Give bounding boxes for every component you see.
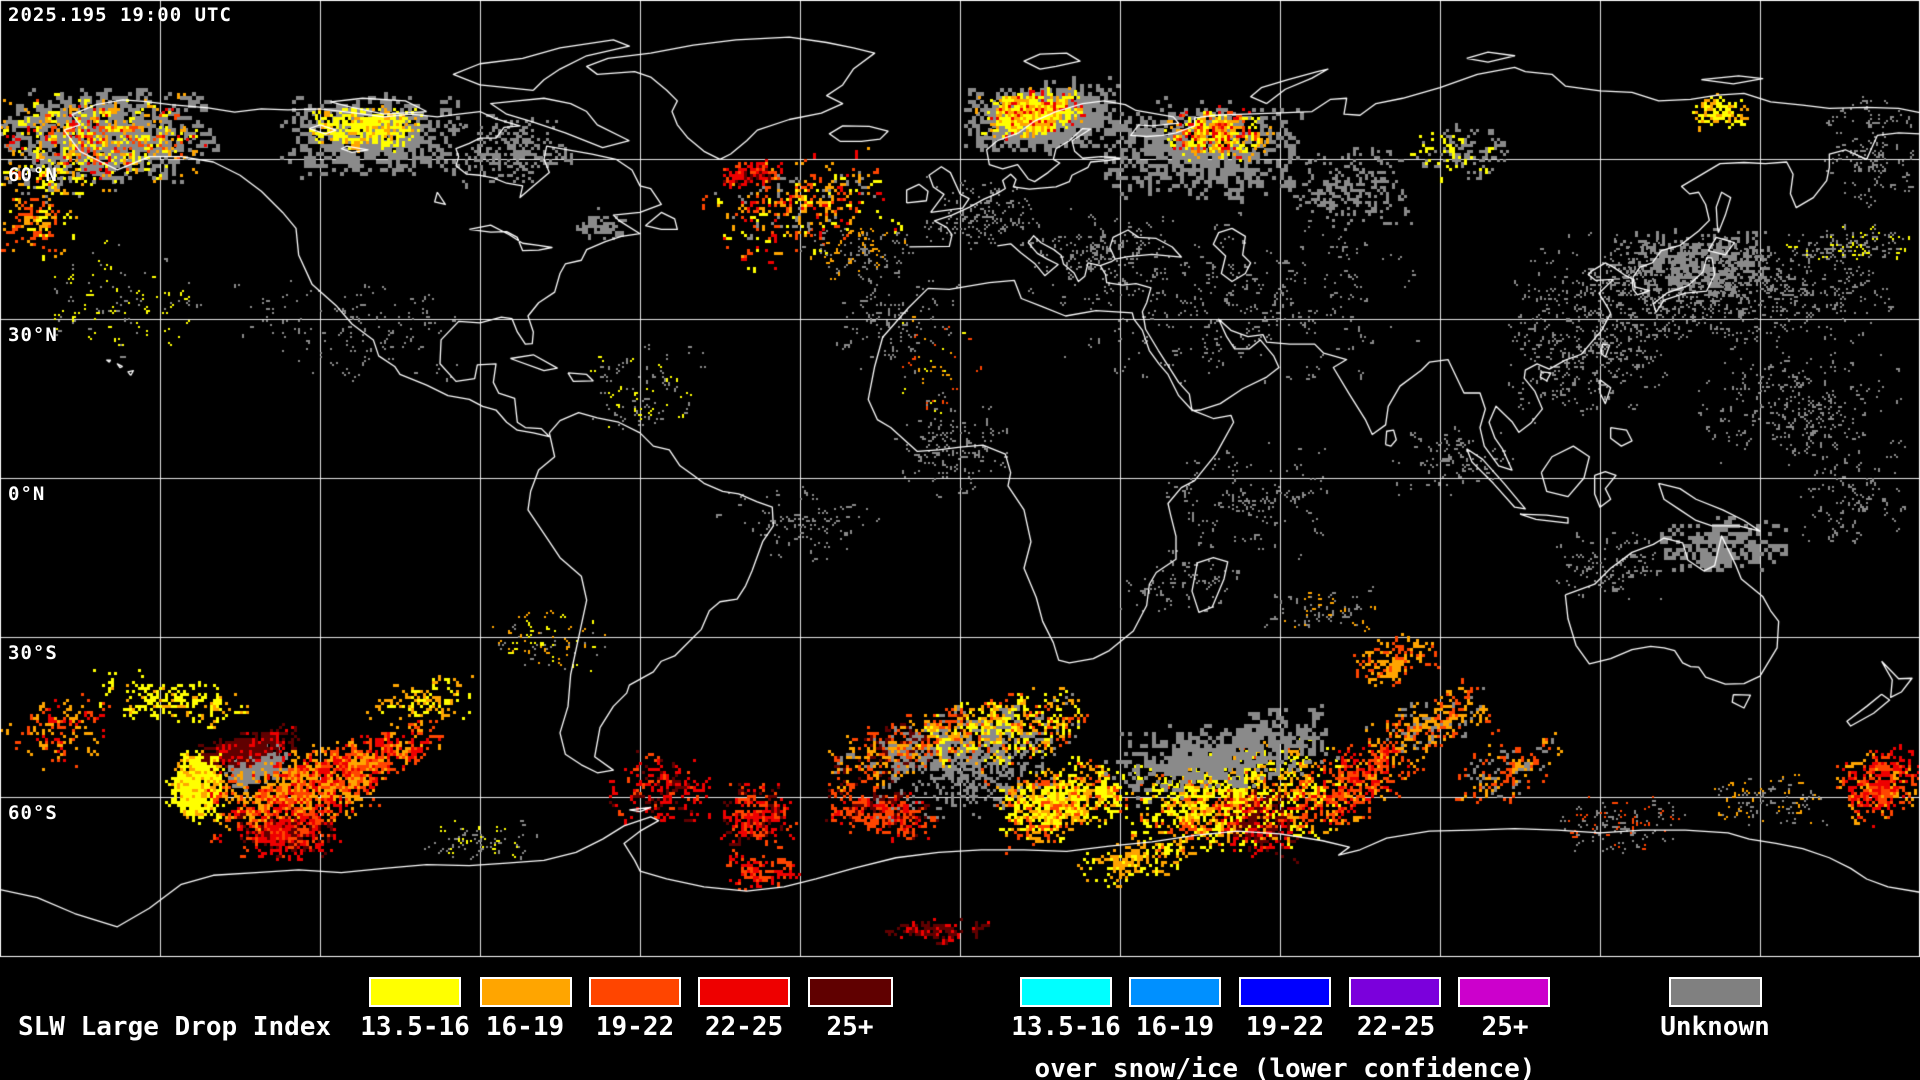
legend-swatch-snow-16-19: [1129, 977, 1221, 1007]
legend-subtitle-snow-ice: over snow/ice (lower confidence): [1034, 1054, 1536, 1080]
lat-label-60n: 60°N: [8, 164, 58, 187]
legend-swatch-snow-25plus: [1458, 977, 1550, 1007]
legend-swatch-13.5-16: [369, 977, 461, 1007]
legend-label-13.5-16: 13.5-16: [360, 1012, 470, 1042]
lat-label-30n: 30°N: [8, 323, 58, 346]
world-map-canvas: [0, 0, 1920, 958]
legend-label-snow-25plus: 25+: [1481, 1012, 1529, 1042]
legend-label-19-22: 19-22: [595, 1012, 675, 1042]
legend-label-unknown: Unknown: [1660, 1012, 1770, 1042]
legend-swatch-snow-22-25: [1349, 977, 1441, 1007]
legend-label-22-25: 22-25: [704, 1012, 784, 1042]
legend-swatch-19-22: [589, 977, 681, 1007]
legend-label-snow-19-22: 19-22: [1245, 1012, 1325, 1042]
legend-swatch-snow-19-22: [1239, 977, 1331, 1007]
legend-title: SLW Large Drop Index: [18, 1012, 332, 1042]
legend-swatch-25plus: [808, 977, 893, 1007]
legend-swatch-16-19: [480, 977, 572, 1007]
timestamp-label: 2025.195 19:00 UTC: [8, 4, 232, 26]
legend-label-16-19: 16-19: [485, 1012, 565, 1042]
legend-swatch-unknown: [1669, 977, 1762, 1007]
legend-label-snow-22-25: 22-25: [1356, 1012, 1436, 1042]
legend-swatch-snow-13.5-16: [1020, 977, 1112, 1007]
legend-swatch-22-25: [698, 977, 790, 1007]
lat-label-60s: 60°S: [8, 801, 58, 824]
legend-label-snow-16-19: 16-19: [1135, 1012, 1215, 1042]
lat-label-0n: 0°N: [8, 483, 46, 505]
legend-label-25plus: 25+: [826, 1012, 874, 1042]
legend-label-snow-13.5-16: 13.5-16: [1011, 1012, 1121, 1042]
lat-label-30s: 30°S: [8, 642, 58, 665]
